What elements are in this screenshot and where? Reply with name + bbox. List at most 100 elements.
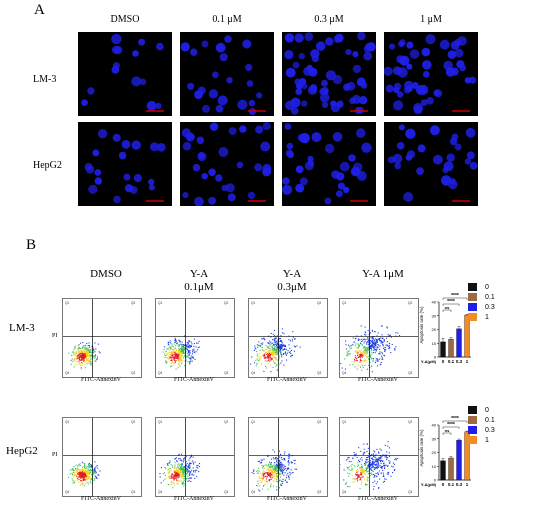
- significance-bracket: [442, 297, 468, 300]
- y-tick-label: 0: [434, 478, 437, 483]
- quadrant-label: Q2: [131, 420, 135, 424]
- micrograph-lm-3-3: [384, 32, 478, 116]
- legend-item-0: 0: [468, 405, 495, 415]
- legend-label: 0.1: [485, 293, 495, 301]
- legend-item-1: 1: [468, 312, 495, 322]
- y-tick-label: 30: [432, 436, 437, 441]
- quadrant-label: Q1: [158, 420, 162, 424]
- significance-label: ****: [447, 299, 455, 305]
- significance-label: ****: [447, 422, 455, 428]
- legend-item-0.1: 0.1: [468, 292, 495, 302]
- significance-bracket: [442, 426, 460, 429]
- quadrant-label: Q4: [342, 371, 346, 375]
- flow-plot-hepg2-0: Q1 Q2 Q3 Q4: [62, 417, 142, 497]
- bar-0.1: [448, 338, 454, 358]
- legend-swatch: [468, 406, 477, 414]
- significance-label: ****: [451, 293, 459, 299]
- quadrant-label: Q3: [317, 490, 321, 494]
- error-bar: [441, 338, 445, 342]
- flow-y-axis-label: PI: [52, 333, 58, 339]
- quadrant-label: Q3: [224, 371, 228, 375]
- micrograph-hepg2-3: [384, 122, 478, 206]
- micrograph-lm-3-0: [78, 32, 172, 116]
- panel-b-col-1: Y-A 1μM: [362, 268, 404, 280]
- micrograph-lm-3-2: [282, 32, 376, 116]
- flow-plot-lm-3-0: Q1 Q2 Q3 Q4: [62, 298, 142, 378]
- flow-y-axis-label: PI: [52, 452, 58, 458]
- flow-x-axis-label: FITC-AnnexinV: [267, 496, 307, 502]
- y-tick-label: 40: [432, 423, 437, 428]
- quadrant-label: Q3: [224, 490, 228, 494]
- x-tick-label: 0: [442, 482, 445, 487]
- quadrant-label: Q1: [251, 301, 255, 305]
- error-bar: [457, 326, 461, 329]
- x-tick-label: 0.3: [456, 359, 463, 364]
- bar-chart-hepg2: 0 10 20 30 40 Apoptosis rate (%) 0 0.1 0.3 1 Y-A(μ…: [415, 405, 525, 510]
- significance-bracket: [442, 309, 452, 312]
- x-tick-label: 1: [466, 482, 469, 487]
- panel-b-letter: B: [26, 237, 37, 253]
- quadrant-label: Q3: [408, 490, 412, 494]
- x-tick-label: 1: [466, 359, 469, 364]
- legend-swatch: [468, 283, 477, 291]
- legend-item-0.1: 0.1: [468, 415, 495, 425]
- y-tick-label: 20: [432, 327, 437, 332]
- bar-0: [440, 460, 446, 481]
- legend-item-0.3: 0.3: [468, 425, 495, 435]
- panel-a-row-lm3: LM-3: [33, 74, 57, 85]
- legend-label: 0.1: [485, 416, 495, 424]
- legend-swatch: [468, 426, 477, 434]
- y-axis-label: Apoptosis rate (%): [419, 429, 424, 467]
- quadrant-label: Q1: [65, 301, 69, 305]
- x-tick-label: 0.3: [456, 482, 463, 487]
- micrograph-hepg2-1: [180, 122, 274, 206]
- micrograph-hepg2-2: [282, 122, 376, 206]
- flow-plot-lm-3-2: Q1 Q2 Q3 Q4: [248, 298, 328, 378]
- legend-label: 0.3: [485, 303, 495, 311]
- significance-label: ns: [445, 428, 450, 433]
- flow-x-axis-label: FITC-AnnexinV: [174, 377, 214, 383]
- panel-b-row-hepg2: HepG2: [6, 445, 38, 457]
- quadrant-label: Q4: [342, 490, 346, 494]
- significance-bracket: [442, 420, 468, 423]
- micrograph-lm-3-1: [180, 32, 274, 116]
- legend-item-0.3: 0.3: [468, 302, 495, 312]
- flow-plot-lm-3-1: Q1 Q2 Q3 Q4: [155, 298, 235, 378]
- y-axis-label: Apoptosis rate (%): [419, 306, 424, 344]
- y-tick-label: 10: [432, 464, 437, 469]
- legend-item-0: 0: [468, 282, 495, 292]
- quadrant-label: Q1: [342, 420, 346, 424]
- y-tick-label: 20: [432, 450, 437, 455]
- legend-lm3: 0 0.1 0.3 1: [468, 282, 495, 322]
- x-axis-label: Y-A(μM): [421, 359, 437, 364]
- quadrant-label: Q4: [251, 490, 255, 494]
- legend-item-1: 1: [468, 435, 495, 445]
- flow-x-axis-label: FITC-AnnexinV: [81, 377, 121, 383]
- flow-x-axis-label: FITC-AnnexinV: [358, 496, 398, 502]
- quadrant-label: Q2: [224, 420, 228, 424]
- quadrant-label: Q4: [158, 371, 162, 375]
- y-tick-label: 30: [432, 313, 437, 318]
- quadrant-label: Q3: [131, 490, 135, 494]
- panel-b-col-0.1: Y-A 0.1μM: [184, 268, 214, 293]
- significance-bracket: [442, 303, 460, 306]
- panel-a-row-hepg2: HepG2: [33, 160, 62, 171]
- quadrant-label: Q2: [408, 301, 412, 305]
- legend-swatch: [468, 436, 477, 444]
- legend-swatch: [468, 293, 477, 301]
- flow-plot-hepg2-3: Q1 Q2 Q3 Q4: [339, 417, 419, 497]
- y-tick-label: 10: [432, 341, 437, 346]
- panel-a-col-0.1: 0.1 μM: [212, 14, 242, 25]
- quadrant-label: Q2: [317, 301, 321, 305]
- quadrant-label: Q1: [342, 301, 346, 305]
- x-axis-label: Y-A(μM): [421, 482, 437, 487]
- micrograph-hepg2-0: [78, 122, 172, 206]
- legend-label: 1: [485, 313, 489, 321]
- quadrant-label: Q2: [131, 301, 135, 305]
- flow-x-axis-label: FITC-AnnexinV: [267, 377, 307, 383]
- quadrant-label: Q3: [131, 371, 135, 375]
- significance-bracket: [442, 432, 452, 435]
- x-tick-label: 0: [442, 359, 445, 364]
